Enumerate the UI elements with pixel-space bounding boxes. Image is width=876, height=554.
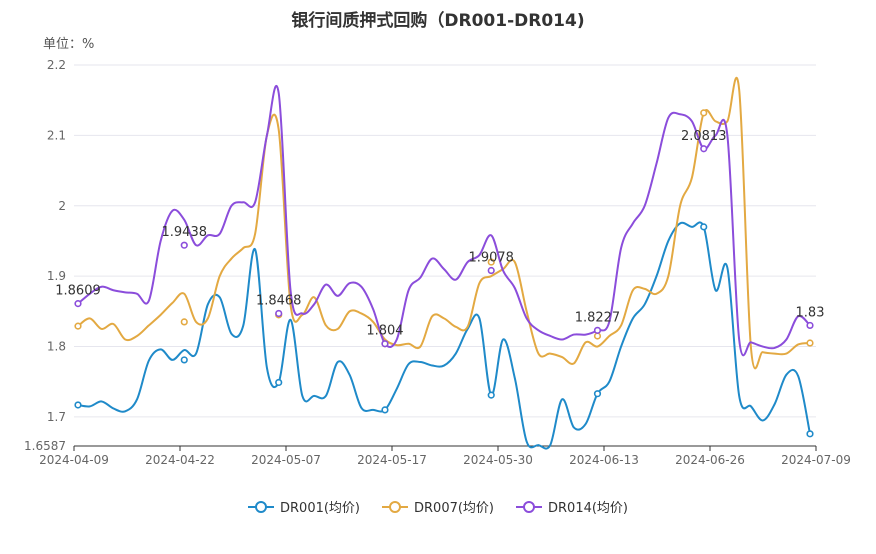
legend-label: DR007(均价) [414,501,494,516]
data-point-dr007 [487,258,495,266]
legend-item[interactable]: DR014(均价) [516,497,628,516]
legend: DR001(均价) DR007(均价) DR014(均价) [0,497,876,516]
data-point-dr001 [487,391,495,399]
x-tick-label: 2024-04-22 [145,453,215,467]
data-point-dr007 [74,322,82,330]
data-point-dr014 [381,340,389,348]
data-point-dr007 [180,318,188,326]
chart-title: 银行间质押式回购（DR001-DR014) [291,11,585,31]
data-label: 1.9438 [162,225,208,240]
y-tick-label: 1.7 [47,410,66,424]
legend-label: DR014(均价) [548,501,628,516]
data-point-dr014 [180,241,188,249]
x-tick-label: 2024-05-17 [357,453,427,467]
y-tick-label: 1.9 [47,269,66,283]
data-label: 1.83 [796,305,825,320]
data-point-dr001 [381,406,389,414]
series-line-dr007 [77,77,811,370]
legend-label: DR001(均价) [280,501,360,516]
data-label: 1.9078 [468,251,514,266]
y-tick-label: 1.6587 [24,439,66,453]
data-point-dr014 [74,300,82,308]
legend-swatch-icon [516,500,542,513]
data-point-dr001 [700,223,708,231]
y-tick-label: 1.8 [47,340,66,354]
x-tick-label: 2024-05-07 [251,453,321,467]
unit-label: 单位：% [43,37,95,52]
data-point-dr001 [806,430,814,438]
x-tick-label: 2024-06-26 [675,453,745,467]
data-point-dr001 [180,356,188,364]
data-point-dr007 [806,339,814,347]
x-tick-label: 2024-05-30 [463,453,533,467]
data-point-dr014 [700,145,708,153]
y-tick-label: 2 [58,199,66,213]
data-point-dr014 [806,321,814,330]
data-point-dr001 [74,401,82,409]
legend-swatch-icon [248,500,274,513]
x-tick-label: 2024-04-09 [39,453,109,467]
data-point-dr014 [275,309,283,318]
y-tick-label: 2.1 [47,128,66,142]
x-tick-label: 2024-07-09 [781,453,851,467]
data-label: 1.8227 [575,310,621,325]
data-point-dr014 [487,266,495,275]
y-tick-label: 2.2 [47,58,66,72]
data-label: 1.804 [366,324,403,339]
data-point-dr007 [700,109,708,117]
data-label: 1.8468 [256,293,302,308]
data-label: 1.8609 [55,284,101,299]
legend-swatch-icon [382,500,408,513]
legend-item[interactable]: DR007(均价) [382,497,494,516]
data-point-dr007 [593,332,602,340]
data-label: 2.0813 [681,129,727,144]
legend-item[interactable]: DR001(均价) [248,497,360,516]
series-line-dr001 [77,221,811,450]
series-line-dr014 [77,84,811,357]
data-point-dr001 [275,378,283,387]
data-point-dr001 [593,390,602,398]
data-point-dr014 [593,326,602,334]
x-tick-label: 2024-06-13 [569,453,639,467]
